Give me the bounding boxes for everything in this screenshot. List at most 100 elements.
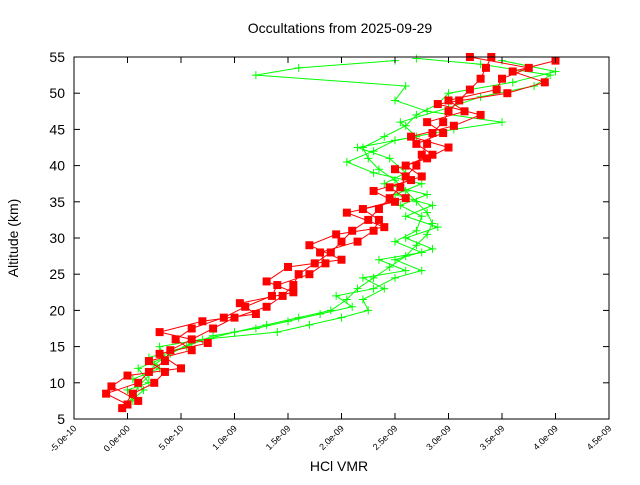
data-point	[262, 320, 271, 329]
data-point	[294, 63, 303, 72]
data-point	[364, 154, 373, 163]
data-point	[262, 277, 271, 286]
data-point	[423, 154, 432, 163]
series-line	[110, 60, 556, 402]
data-point	[123, 371, 132, 380]
data-point	[391, 197, 399, 206]
data-point	[155, 342, 164, 351]
data-point	[503, 89, 512, 98]
data-point	[423, 190, 432, 199]
data-point	[134, 378, 143, 387]
data-point	[444, 89, 453, 98]
y-tick-label: 10	[49, 375, 65, 391]
data-point	[262, 302, 271, 311]
data-point	[417, 266, 426, 275]
y-tick-label: 5	[57, 411, 65, 427]
data-point	[449, 121, 458, 130]
x-tick-label: 3.5e-09	[478, 423, 507, 452]
data-point	[289, 288, 298, 297]
data-point	[412, 54, 421, 63]
data-point	[444, 143, 453, 152]
data-point	[401, 212, 410, 221]
data-point	[348, 302, 357, 311]
data-point	[433, 100, 442, 109]
data-point	[498, 74, 506, 83]
data-point	[369, 226, 378, 235]
data-point	[391, 237, 399, 246]
data-point	[444, 96, 453, 105]
data-point	[401, 121, 410, 130]
data-point	[417, 248, 426, 257]
x-axis-label: HCl VMR	[310, 458, 368, 474]
data-point	[358, 273, 367, 282]
data-point	[187, 346, 196, 355]
data-point	[316, 310, 325, 319]
data-point	[444, 107, 453, 116]
data-point	[134, 396, 143, 405]
data-point	[369, 186, 378, 195]
data-point	[267, 291, 276, 300]
x-tick-label: 1.5e-09	[264, 423, 293, 452]
data-point	[540, 78, 549, 87]
data-point	[391, 165, 399, 174]
data-point	[369, 147, 378, 156]
data-point	[417, 172, 426, 181]
x-tick-label: 3.0e-09	[424, 423, 453, 452]
data-point	[273, 328, 282, 337]
data-point	[369, 284, 378, 293]
data-point	[289, 281, 298, 290]
data-point	[439, 129, 448, 138]
data-point	[423, 230, 432, 239]
data-point	[476, 74, 485, 83]
data-point	[294, 313, 303, 322]
data-point	[337, 313, 346, 322]
data-point	[498, 118, 506, 127]
data-point	[396, 118, 405, 127]
data-point	[160, 367, 169, 376]
data-point	[166, 346, 175, 355]
y-tick-label: 25	[49, 266, 65, 282]
x-tick-label: 4.0e-09	[531, 423, 560, 452]
data-point	[374, 255, 383, 264]
data-point	[412, 139, 421, 148]
data-point	[305, 270, 314, 279]
data-point	[396, 183, 405, 192]
data-point	[187, 324, 196, 333]
data-point	[326, 248, 335, 257]
y-tick-label: 50	[49, 85, 65, 101]
data-point	[305, 241, 314, 250]
y-axis-label: Altitude (km)	[5, 199, 21, 278]
data-point	[273, 281, 282, 290]
data-point	[423, 208, 432, 217]
data-point	[230, 313, 239, 322]
y-tick-label: 40	[49, 158, 65, 174]
data-point	[476, 110, 485, 119]
data-point	[251, 324, 260, 333]
data-point	[428, 244, 437, 253]
data-point	[358, 295, 367, 304]
data-point	[423, 118, 432, 127]
data-point	[353, 143, 362, 152]
data-point	[407, 176, 416, 185]
data-point	[380, 223, 389, 232]
data-point	[353, 237, 362, 246]
data-point	[412, 161, 421, 170]
data-point	[251, 310, 260, 319]
data-point	[385, 183, 394, 192]
data-point	[439, 118, 448, 127]
y-tick-label: 30	[49, 230, 65, 246]
data-point	[428, 150, 437, 159]
x-tick-label: 1.0e-09	[210, 423, 239, 452]
data-point	[433, 223, 442, 232]
data-point	[118, 404, 127, 413]
data-point	[412, 226, 421, 235]
data-point	[155, 328, 164, 337]
data-point	[284, 317, 292, 326]
data-point	[251, 71, 260, 80]
data-point	[364, 215, 373, 224]
data-point	[128, 389, 137, 398]
red-profile-2	[107, 56, 560, 405]
x-tick-label: 2.0e-09	[317, 423, 346, 452]
